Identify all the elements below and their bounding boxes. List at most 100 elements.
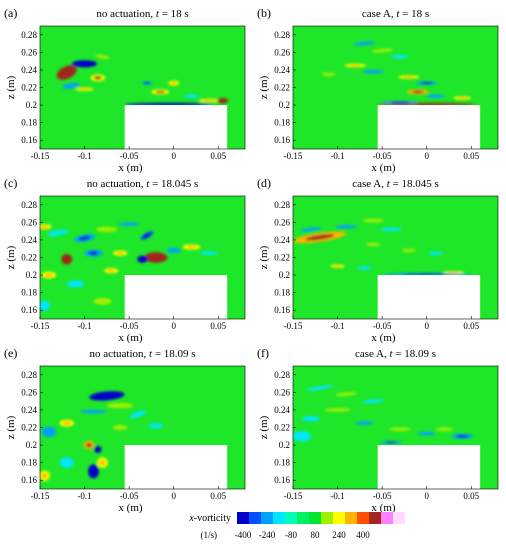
colorbar-swatch	[309, 512, 321, 524]
vortex-5	[293, 431, 311, 442]
obstacle-block	[377, 275, 481, 319]
vortex-9	[426, 94, 445, 99]
vortex-4	[118, 222, 140, 226]
y-axis-label: z (m)	[5, 245, 17, 269]
vortex-6	[401, 248, 416, 253]
colorbar-swatch	[393, 512, 405, 524]
vortex-11	[166, 247, 181, 254]
colorbar-swatch	[321, 512, 333, 524]
vortex-core-8	[116, 251, 125, 255]
vortex-4	[380, 227, 402, 232]
vortex-3	[96, 226, 118, 233]
x-tick-label: 0.05	[210, 151, 226, 161]
x-tick-label: -0.1	[330, 151, 344, 161]
y-tick-label: 0.28	[274, 370, 290, 380]
colorbar-swatch	[237, 512, 249, 524]
vortex-4	[301, 416, 320, 422]
x-tick-label: 0.05	[463, 151, 479, 161]
vortex-core-4	[79, 88, 90, 91]
vortex-2	[80, 409, 107, 414]
x-tick-label: -0.05	[373, 491, 392, 501]
y-tick-label: 0.22	[21, 253, 37, 263]
vortex-core-6	[86, 442, 92, 448]
x-tick-label: 0.05	[463, 491, 479, 501]
panel-title: no actuation, t = 18.09 s	[89, 348, 195, 360]
panel-label: (c)	[4, 176, 17, 190]
vortex-core-9	[99, 460, 106, 466]
vortex-core-1	[77, 62, 92, 66]
vortex-core-6	[144, 82, 150, 84]
x-tick-label: -0.1	[77, 491, 91, 501]
panel-b: -0.15 -0.1 -0.05 0 0.05 0.16 0.18 0.2 0.22 0.24 0.…	[257, 6, 499, 174]
x-tick-label: 0.05	[463, 321, 479, 331]
vortex-core-10	[402, 273, 452, 275]
y-axis-label: z (m)	[258, 75, 270, 99]
vortex-core-6	[402, 76, 415, 78]
colorbar-tick-label: 240	[332, 530, 346, 540]
vortex-core-10	[203, 99, 216, 102]
y-axis-label: z (m)	[258, 245, 270, 269]
x-axis-label: x (m)	[371, 332, 395, 344]
y-tick-label: 0.24	[274, 235, 290, 245]
x-tick-label: -0.1	[77, 321, 91, 331]
y-axis-label: z (m)	[5, 75, 17, 99]
vortex-3	[129, 410, 147, 419]
vortex-core-9	[149, 254, 163, 261]
vortex-core-2	[94, 76, 102, 80]
panel-title: no actuation, t = 18 s	[96, 8, 188, 20]
y-tick-label: 0.26	[21, 387, 37, 397]
vortex-core-11	[447, 271, 460, 274]
colorbar-tick-label: -400	[235, 530, 252, 540]
vortex-1	[335, 392, 358, 397]
colorbar-swatch	[369, 512, 381, 524]
colorbar-swatch	[249, 512, 261, 524]
obstacle-block	[377, 445, 481, 489]
vortex-group	[293, 218, 472, 276]
vortex-1	[300, 227, 322, 232]
vortex-3	[324, 408, 351, 412]
y-tick-label: 0.28	[21, 370, 37, 380]
vortex-2	[335, 224, 358, 229]
y-tick-label: 0.16	[274, 475, 290, 485]
y-tick-label: 0.26	[21, 47, 37, 57]
vortex-core-0	[97, 393, 117, 399]
y-tick-label: 0.26	[274, 47, 290, 57]
y-tick-label: 0.22	[21, 83, 37, 93]
obstacle-block	[124, 275, 228, 319]
y-tick-label: 0.2	[26, 100, 37, 110]
colorbar-tick-label: 400	[356, 530, 370, 540]
vortex-12	[113, 424, 128, 431]
vortex-core-10	[399, 103, 454, 105]
y-tick-label: 0.18	[274, 118, 290, 128]
y-tick-label: 0.28	[274, 30, 290, 40]
y-tick-label: 0.18	[274, 458, 290, 468]
vortex-core-0	[40, 225, 49, 229]
x-tick-label: 0.05	[210, 491, 226, 501]
vortex-group	[40, 222, 219, 312]
vortex-core-8	[90, 467, 97, 475]
x-tick-label: -0.15	[284, 321, 303, 331]
vortex-core-11	[390, 101, 410, 104]
vortex-group	[321, 41, 476, 106]
y-tick-label: 0.22	[274, 83, 290, 93]
y-tick-label: 0.22	[274, 253, 290, 263]
y-tick-label: 0.26	[274, 217, 290, 227]
x-tick-label: -0.1	[330, 491, 344, 501]
x-axis-label: x (m)	[371, 162, 395, 174]
panel-a: -0.15 -0.1 -0.05 0 0.05 0.16 0.18 0.2 0.22 0.24 0.…	[4, 6, 246, 174]
vortex-1	[47, 229, 69, 237]
y-tick-label: 0.24	[21, 405, 37, 415]
vortex-core-12	[457, 97, 468, 99]
y-tick-label: 0.18	[21, 118, 37, 128]
vortex-0	[306, 385, 333, 391]
panel-e: -0.15 -0.1 -0.05 0 0.05 0.16 0.18 0.2 0.22 0.24 0.…	[4, 346, 246, 514]
x-tick-label: 0	[171, 321, 176, 331]
panel-title: case A, t = 18.09 s	[355, 348, 436, 360]
x-axis-label: x (m)	[118, 332, 142, 344]
y-tick-label: 0.26	[21, 217, 37, 227]
vortex-core-6	[88, 251, 99, 255]
x-tick-label: 0	[171, 491, 176, 501]
x-tick-label: -0.05	[120, 151, 139, 161]
colorbar-tick-label: -80	[285, 530, 297, 540]
